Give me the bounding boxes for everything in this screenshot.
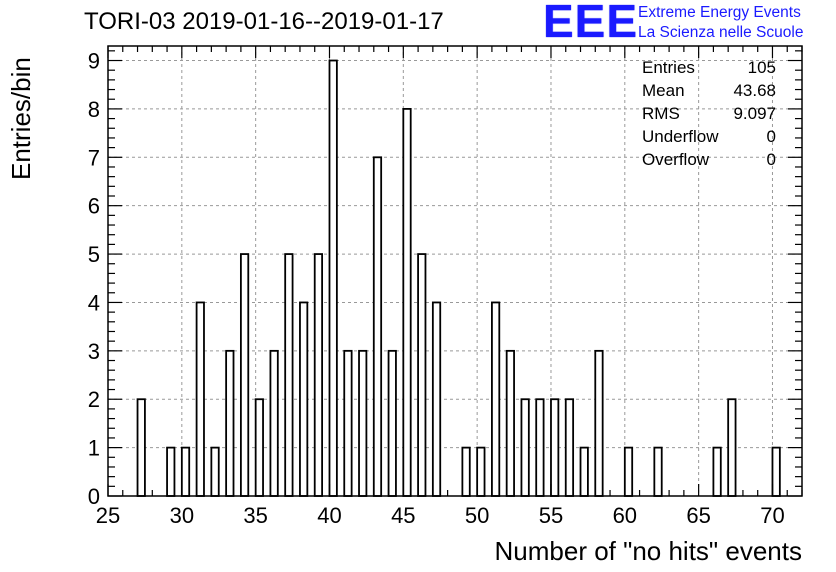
histogram-bar xyxy=(358,349,368,497)
histogram-bar xyxy=(727,398,737,497)
y-tick-label: 3 xyxy=(88,339,100,364)
histogram-bar xyxy=(387,349,397,497)
stat-label: Mean xyxy=(642,81,685,100)
x-tick-label: 65 xyxy=(686,503,710,528)
y-tick-label: 1 xyxy=(88,436,100,461)
histogram-bar xyxy=(372,156,383,497)
y-tick-label: 7 xyxy=(88,145,100,170)
histogram-bar xyxy=(476,446,486,497)
y-tick-label: 8 xyxy=(88,97,100,122)
histogram-bar xyxy=(535,398,545,497)
histogram-bar xyxy=(254,398,264,497)
x-tick-label: 25 xyxy=(96,503,120,528)
y-tick-label: 4 xyxy=(88,290,100,315)
histogram-bar xyxy=(313,253,324,497)
x-tick-label: 60 xyxy=(613,503,637,528)
histogram-bar xyxy=(771,446,781,497)
grid-lines xyxy=(108,46,802,496)
histogram-bar xyxy=(550,398,560,497)
histogram-bar xyxy=(417,253,427,497)
histogram-bar xyxy=(343,349,353,497)
stat-row-underflow: Underflow 0 xyxy=(640,127,780,150)
histogram-bar xyxy=(284,253,294,497)
y-axis-label: Entries/bin xyxy=(6,57,36,180)
histogram-bar xyxy=(269,349,279,497)
histogram-bar xyxy=(461,446,471,497)
x-tick-label: 45 xyxy=(391,503,415,528)
histogram-bar xyxy=(136,398,146,497)
stat-label: Entries xyxy=(642,58,695,77)
stat-value: 9.097 xyxy=(733,104,776,123)
stat-label: Overflow xyxy=(642,150,710,169)
stat-label: RMS xyxy=(642,104,680,123)
stat-value: 43.68 xyxy=(733,81,776,100)
logo-line-1: Extreme Energy Events xyxy=(638,4,801,21)
y-tick-label: 5 xyxy=(88,242,100,267)
stats-box: Entries 105 Mean 43.68 RMS 9.097 Underfl… xyxy=(640,58,780,173)
chart-title: TORI-03 2019-01-16--2019-01-17 xyxy=(84,8,444,35)
histogram-bar xyxy=(225,349,235,497)
y-tick-label: 0 xyxy=(88,484,100,509)
histogram-bar xyxy=(402,108,412,497)
stat-value: 0 xyxy=(766,150,776,169)
eee-logo: EEE Extreme Energy Events La Scienza nel… xyxy=(543,0,833,47)
histogram-bar xyxy=(491,301,501,497)
stat-row-overflow: Overflow 0 xyxy=(640,150,780,173)
x-tick-label: 40 xyxy=(317,503,341,528)
y-tick-label: 2 xyxy=(88,387,100,412)
stat-value: 0 xyxy=(766,127,776,146)
histogram-bar xyxy=(653,446,663,497)
x-tick-label: 50 xyxy=(465,503,489,528)
histogram-bar xyxy=(712,446,722,497)
histogram-bar xyxy=(579,446,589,497)
histogram-bar xyxy=(328,59,338,497)
histogram-bar xyxy=(431,301,442,497)
histogram-bar xyxy=(594,349,604,497)
histogram-bars xyxy=(136,59,781,497)
x-tick-label: 55 xyxy=(539,503,563,528)
x-tick-label: 30 xyxy=(170,503,194,528)
x-tick-label: 70 xyxy=(760,503,784,528)
eee-logo-mark: EEE xyxy=(543,0,639,47)
histogram-bar xyxy=(195,301,205,497)
axis-ticks xyxy=(107,46,803,497)
x-axis-label: Number of "no hits" events xyxy=(494,536,803,566)
histogram-bar xyxy=(166,446,176,497)
stat-row-entries: Entries 105 xyxy=(640,58,780,81)
x-tick-label: 35 xyxy=(243,503,267,528)
histogram-bar xyxy=(239,253,250,497)
stat-row-mean: Mean 43.68 xyxy=(640,81,780,104)
stat-row-rms: RMS 9.097 xyxy=(640,104,780,127)
histogram-bar xyxy=(564,398,575,497)
histogram-bar xyxy=(299,301,309,497)
histogram-bar xyxy=(623,446,634,497)
stat-label: Underflow xyxy=(642,127,719,146)
plot-frame xyxy=(107,45,803,497)
y-tick-label: 6 xyxy=(88,194,100,219)
logo-line-2: La Scienza nelle Scuole xyxy=(638,24,804,41)
histogram-bar xyxy=(180,446,191,497)
histogram-bar xyxy=(520,398,530,497)
y-tick-label: 9 xyxy=(88,49,100,74)
stat-value: 105 xyxy=(747,58,776,77)
histogram-bar xyxy=(210,446,220,497)
histogram-bar xyxy=(505,349,515,497)
